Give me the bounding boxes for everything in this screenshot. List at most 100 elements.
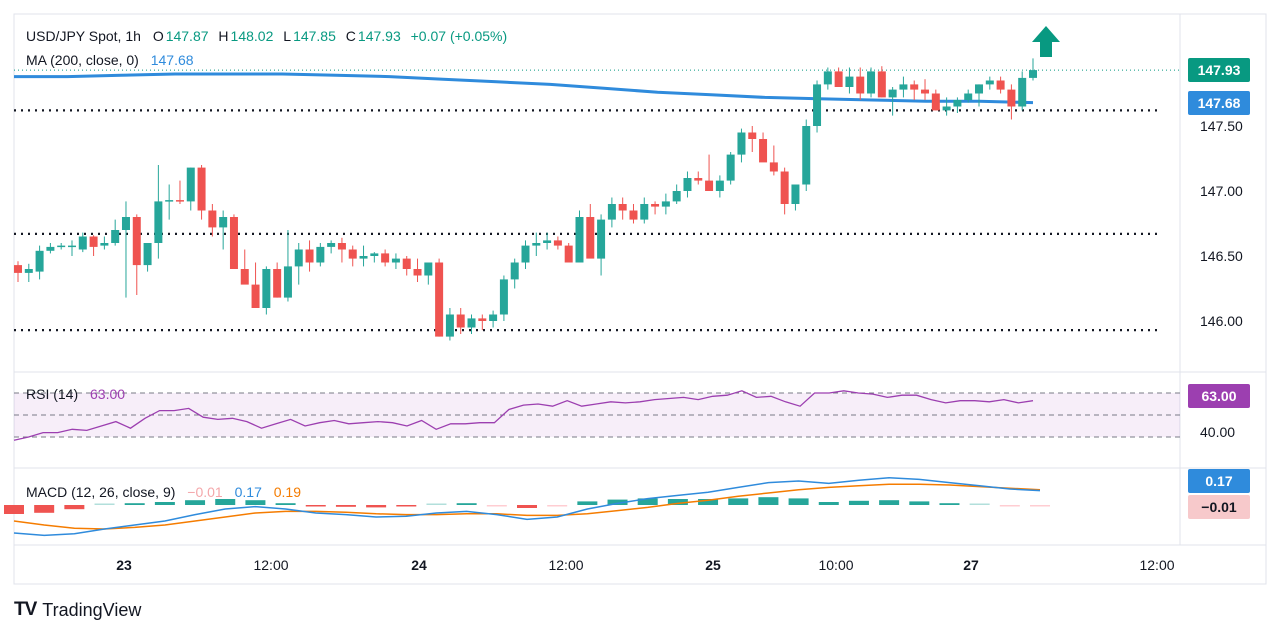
candle-body [737,132,746,155]
candle [737,128,746,163]
candle-body [651,204,660,207]
candle [899,76,908,98]
candle-body [251,284,260,308]
candle-body [1007,89,1016,107]
candle [1018,71,1027,111]
candle [478,314,487,331]
macd-legend[interactable]: MACD (12, 26, close, 9) −0.01 0.17 0.19 [26,484,303,500]
candle [251,262,260,308]
candle-body [985,80,994,85]
candle-body [14,265,22,273]
macd-value-tag: 0.17 [1188,469,1250,493]
candle-body [726,154,735,181]
candle [445,308,454,341]
tradingview-logo-icon: TV [14,599,37,620]
candle-body [802,126,811,185]
candle-body [143,243,152,266]
macd-histogram-bar [426,503,447,505]
price-tick: 146.00 [1200,313,1243,329]
tradingview-brand[interactable]: TV TradingView [14,599,141,621]
ma-price-tag: 147.68 [1188,91,1250,115]
candle-body [575,217,584,263]
candle-body [197,167,206,211]
candle-body [219,217,228,228]
low-label: L [283,28,292,44]
candle [856,67,865,100]
macd-signal-value: 0.19 [273,484,301,500]
candle [715,175,724,198]
candle [1029,58,1037,81]
macd-histogram-bar [34,505,55,513]
candle-body [834,71,843,87]
macd-line [13,477,1041,537]
open-label: O [152,28,164,44]
price-tick: 147.50 [1200,118,1243,134]
candle [672,184,681,204]
candle-body [489,314,498,321]
rsi-legend[interactable]: RSI (14) 63.00 [26,386,127,402]
candle-body [564,245,573,263]
candle-body [24,269,33,273]
candle-body [186,167,195,202]
macd-histogram-bar [335,505,356,507]
ma-legend[interactable]: MA (200, close, 0) 147.68 [26,52,196,68]
candle-body [402,258,411,269]
candle [705,154,714,191]
candle-body [78,236,87,250]
candle-body [456,314,465,328]
candle [78,232,87,253]
candle-body [856,76,865,94]
macd-histogram-bar [366,505,387,508]
candle-body [705,180,714,191]
candle-body [67,245,76,248]
candle-body [57,245,66,248]
rsi-line [13,390,1034,441]
candle [996,76,1005,94]
candle [726,152,735,185]
candle-body [683,178,692,191]
macd-histogram-bar [94,503,115,505]
candle [489,310,498,328]
candle [165,184,174,220]
candle [618,197,627,220]
macd-histogram-bar [698,499,719,505]
candle [456,308,465,334]
change-value: +0.07 (+0.05%) [410,28,508,44]
time-label: 12:00 [548,557,584,573]
candle [575,210,584,263]
candle [499,275,508,321]
macd-histogram-bar [758,497,779,505]
candle-body [165,200,174,202]
candle [186,167,195,211]
candle [769,145,778,176]
candle-body [46,246,55,251]
candle-body [975,84,984,94]
candle-body [435,262,444,337]
macd-hist-tag: −0.01 [1188,495,1250,519]
candle-body [132,217,141,266]
candle [888,87,897,116]
candle-body [35,250,44,272]
candle [780,167,789,215]
candle-body [359,256,368,259]
candle [359,245,368,267]
candle-body [942,106,951,111]
candle [834,67,843,87]
symbol-label[interactable]: USD/JPY Spot, 1h [26,28,141,44]
macd-histogram-bar [728,498,749,505]
candle-body [672,191,681,202]
candle [413,258,422,282]
candle-body [996,80,1005,90]
macd-value: 0.17 [234,484,262,500]
candle [337,237,346,263]
macd-histogram-bar [999,505,1020,507]
macd-histogram-bar [124,503,145,505]
candle-body [370,253,379,256]
candle-body [208,210,217,228]
candle-body [769,162,778,172]
macd-histogram-bar [456,503,477,505]
candle [57,243,66,250]
macd-histogram-bar [607,499,628,505]
candle [543,232,552,250]
